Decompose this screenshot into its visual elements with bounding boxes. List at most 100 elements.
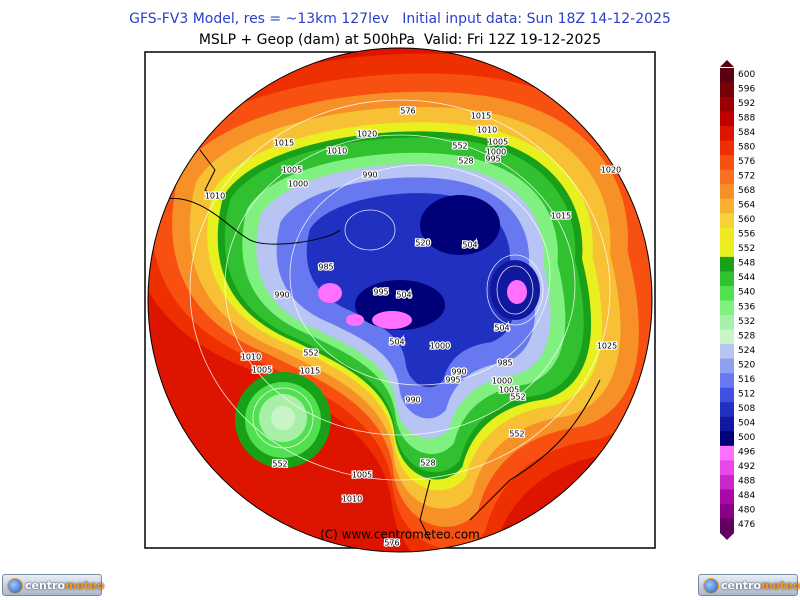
- colorbar-label: 492: [738, 462, 755, 472]
- colorbar-swatch: [720, 271, 734, 287]
- colorbar-swatch: [720, 213, 734, 229]
- colorbar-swatch: [720, 111, 734, 127]
- logo: centrometeo: [2, 574, 105, 596]
- contour-label: 1000: [288, 180, 308, 189]
- contour-label: 1010: [327, 147, 347, 156]
- colorbar-swatch: [720, 460, 734, 476]
- colorbar-swatch: [720, 300, 734, 316]
- logo-text: meteo: [65, 579, 105, 592]
- contour-label: 985: [497, 359, 512, 368]
- colorbar-swatch: [720, 402, 734, 418]
- colorbar-label: 556: [738, 230, 755, 240]
- colorbar-label: 560: [738, 215, 755, 225]
- colorbar-swatch: [720, 227, 734, 243]
- contour-label: 1005: [282, 166, 302, 175]
- logo-text: centro: [721, 579, 762, 592]
- colorbar-label: 592: [738, 99, 755, 109]
- colorbar-swatch: [720, 445, 734, 461]
- contour-label: 1015: [471, 112, 491, 121]
- colorbar-label: 532: [738, 317, 755, 327]
- contour-label: 528: [420, 459, 435, 468]
- colorbar-swatch: [720, 518, 734, 534]
- colorbar-swatch: [720, 358, 734, 374]
- contour-label: 1020: [601, 166, 621, 175]
- colorbar-swatch: [720, 82, 734, 98]
- colorbar-swatch: [720, 344, 734, 359]
- contour-label: 504: [389, 338, 404, 347]
- colorbar-label: 480: [738, 506, 755, 516]
- colorbar-label: 580: [738, 142, 755, 152]
- colorbar-label: 508: [738, 404, 755, 414]
- logo: centrometeo: [698, 574, 800, 596]
- colorbar-swatch: [720, 184, 734, 200]
- colorbar-label: 536: [738, 302, 755, 312]
- colorbar-swatch: [720, 97, 734, 112]
- colorbar-swatch: [720, 387, 734, 403]
- colorbar-label: 500: [738, 433, 755, 443]
- colorbar-swatch: [720, 198, 734, 214]
- contour-label: 504: [396, 291, 411, 300]
- contour-label: 1000: [430, 342, 450, 351]
- contour-label: 1005: [352, 471, 372, 480]
- map-disc: [148, 48, 652, 552]
- colorbar-top-arrow: [720, 60, 734, 67]
- colorbar-swatch: [720, 329, 734, 345]
- colorbar-swatch: [720, 373, 734, 388]
- colorbar-label: 476: [738, 520, 755, 530]
- colorbar-swatch: [720, 140, 734, 156]
- contour-label: 1015: [551, 212, 571, 221]
- contour-label: 552: [272, 460, 287, 469]
- contour-label: 576: [400, 107, 415, 116]
- contour-label: 990: [362, 171, 377, 180]
- contour-label: 552: [510, 393, 525, 402]
- colorbar-swatch: [720, 474, 734, 490]
- colorbar-label: 484: [738, 491, 755, 501]
- colorbar-label: 552: [738, 244, 755, 254]
- colorbar-swatch: [720, 431, 734, 447]
- contour-label: 995: [445, 376, 460, 385]
- contour-label: 1000: [486, 148, 506, 157]
- colorbar-label: 496: [738, 448, 755, 458]
- colorbar-label: 564: [738, 201, 755, 211]
- colorbar-label: 600: [738, 70, 755, 80]
- colorbar-label: 540: [738, 288, 755, 298]
- logo-text: centro: [25, 579, 66, 592]
- credit: (C) www.centrometeo.com: [320, 528, 480, 542]
- colorbar-swatch: [720, 256, 734, 272]
- colorbar-swatch: [720, 503, 734, 519]
- colorbar-swatch: [720, 169, 734, 185]
- colorbar-label: 584: [738, 128, 755, 138]
- colorbar-label: 520: [738, 360, 755, 370]
- colorbar-swatch: [720, 126, 734, 141]
- contour-label: 1010: [241, 353, 261, 362]
- contour-label: 990: [405, 396, 420, 405]
- colorbar-bottom-arrow: [720, 533, 734, 540]
- contour-label: 1010: [477, 126, 497, 135]
- contour-label: 552: [303, 349, 318, 358]
- contour-label: 520: [415, 239, 430, 248]
- contour-label: 990: [451, 368, 466, 377]
- colorbar-swatch: [720, 315, 734, 330]
- colorbar-label: 576: [738, 157, 755, 167]
- contour-label: 1005: [499, 386, 519, 395]
- colorbar-label: 528: [738, 331, 755, 341]
- colorbar-label: 544: [738, 273, 755, 283]
- colorbar-label: 568: [738, 186, 755, 196]
- logo-text: meteo: [761, 579, 800, 592]
- contour-label: 995: [373, 288, 388, 297]
- colorbar-swatch: [720, 155, 734, 171]
- colorbar-swatch: [720, 489, 734, 505]
- contour-label: 1010: [342, 495, 362, 504]
- contour-label: 1010: [205, 192, 225, 201]
- contour-label: 985: [318, 263, 333, 272]
- map-outline: [147, 47, 653, 553]
- colorbar-label: 588: [738, 113, 755, 123]
- colorbar-label: 548: [738, 259, 755, 269]
- contour-label: 576: [384, 539, 399, 548]
- colorbar-swatch: [720, 68, 734, 83]
- contour-label: 528: [458, 157, 473, 166]
- contour-label: 504: [494, 324, 509, 333]
- contour-label: 504: [462, 241, 477, 250]
